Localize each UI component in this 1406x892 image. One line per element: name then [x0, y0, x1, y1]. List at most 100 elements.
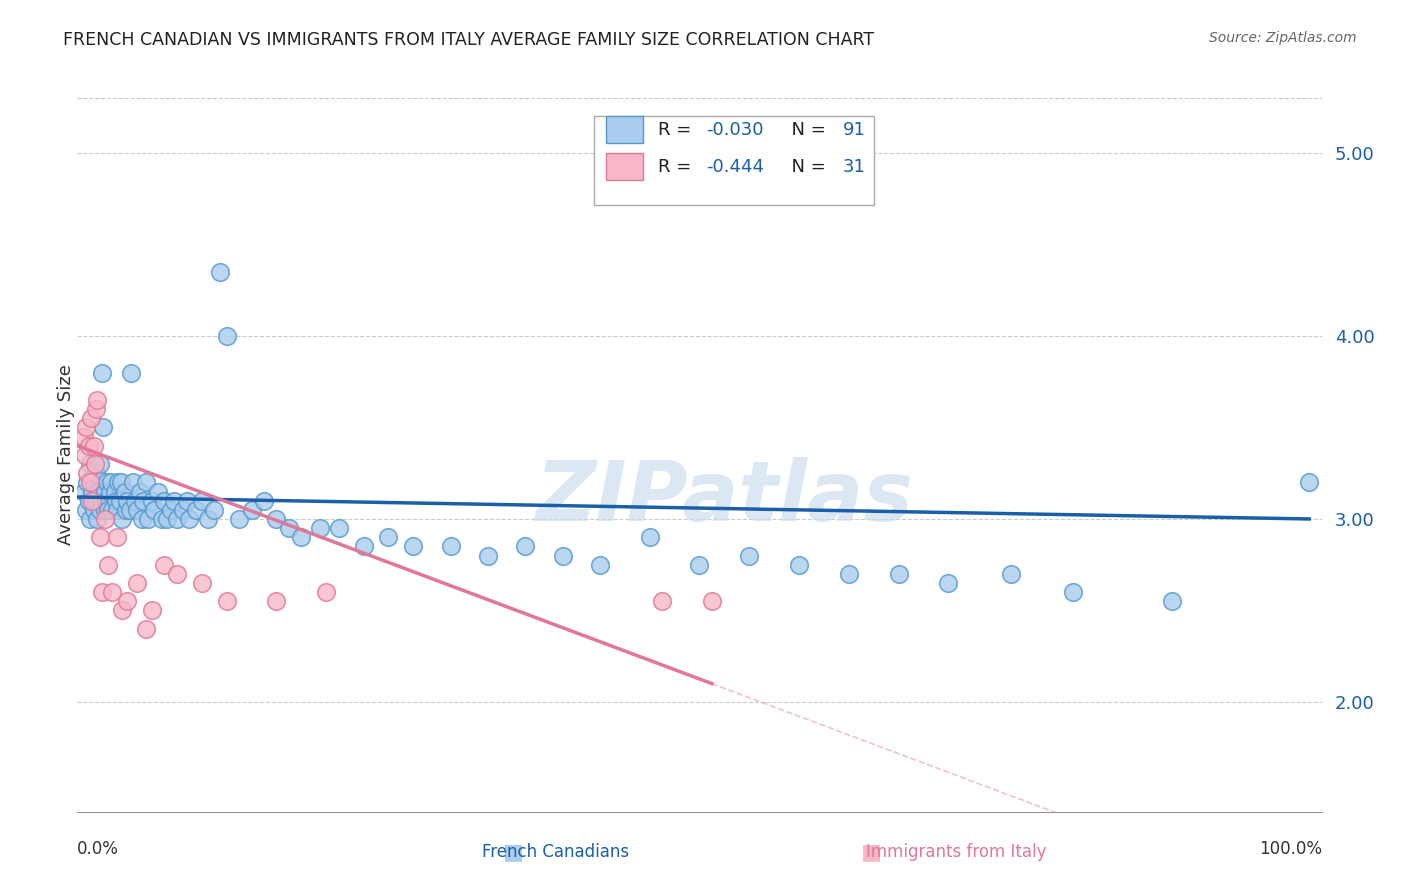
Point	[143, 503, 166, 517]
Point	[253, 493, 276, 508]
Point	[153, 558, 176, 572]
Point	[197, 512, 219, 526]
Point	[738, 549, 761, 563]
Point	[83, 503, 105, 517]
Point	[83, 439, 105, 453]
Point	[166, 512, 188, 526]
Point	[240, 503, 263, 517]
Point	[93, 484, 115, 499]
Text: Immigrants from Italy: Immigrants from Italy	[866, 843, 1046, 861]
Point	[402, 540, 425, 554]
Bar	[606, 116, 644, 143]
Point	[120, 366, 142, 380]
Point	[93, 503, 115, 517]
Point	[82, 484, 104, 499]
Point	[135, 622, 157, 636]
Point	[315, 585, 337, 599]
Text: Source: ZipAtlas.com: Source: ZipAtlas.com	[1209, 31, 1357, 45]
Point	[77, 439, 100, 453]
Point	[98, 484, 121, 499]
Point	[72, 429, 94, 443]
Point	[172, 503, 194, 517]
Point	[72, 484, 94, 499]
Point	[86, 392, 108, 407]
Point	[515, 540, 537, 554]
FancyBboxPatch shape	[593, 116, 873, 205]
Point	[135, 475, 157, 490]
Text: ■: ■	[503, 842, 523, 862]
Point	[93, 512, 115, 526]
Point	[477, 549, 499, 563]
Point	[75, 503, 97, 517]
Point	[111, 512, 134, 526]
Point	[156, 512, 179, 526]
Text: ZIPatlas: ZIPatlas	[536, 458, 914, 538]
Point	[80, 411, 103, 425]
Point	[209, 265, 232, 279]
Point	[1161, 594, 1184, 608]
Point	[215, 329, 238, 343]
Point	[91, 366, 114, 380]
Text: R =: R =	[658, 120, 697, 138]
Point	[148, 484, 170, 499]
Text: FRENCH CANADIAN VS IMMIGRANTS FROM ITALY AVERAGE FAMILY SIZE CORRELATION CHART: FRENCH CANADIAN VS IMMIGRANTS FROM ITALY…	[63, 31, 875, 49]
Point	[89, 457, 111, 471]
Point	[76, 467, 98, 481]
Point	[93, 420, 115, 434]
Point	[290, 530, 312, 544]
Point	[266, 512, 288, 526]
Point	[202, 503, 225, 517]
Point	[76, 475, 98, 490]
Point	[115, 503, 138, 517]
Point	[228, 512, 250, 526]
Point	[136, 512, 159, 526]
Point	[115, 493, 138, 508]
Point	[79, 512, 101, 526]
Point	[887, 566, 910, 581]
Text: 100.0%: 100.0%	[1258, 840, 1322, 858]
Point	[638, 530, 661, 544]
Point	[77, 493, 100, 508]
Text: 91: 91	[842, 120, 866, 138]
Point	[787, 558, 810, 572]
Point	[838, 566, 860, 581]
Point	[89, 503, 111, 517]
Point	[1000, 566, 1022, 581]
Point	[115, 594, 138, 608]
Point	[353, 540, 375, 554]
Point	[589, 558, 612, 572]
Text: ■: ■	[862, 842, 882, 862]
Point	[277, 521, 299, 535]
Point	[100, 475, 122, 490]
Point	[105, 530, 128, 544]
Point	[141, 493, 163, 508]
Point	[440, 540, 463, 554]
Point	[176, 493, 198, 508]
Point	[105, 503, 128, 517]
Point	[110, 475, 132, 490]
Point	[191, 493, 214, 508]
Point	[107, 475, 129, 490]
Point	[266, 594, 288, 608]
Point	[83, 475, 105, 490]
Point	[84, 493, 107, 508]
Point	[75, 420, 97, 434]
Point	[122, 475, 145, 490]
Point	[86, 512, 108, 526]
Point	[328, 521, 350, 535]
Point	[132, 493, 155, 508]
Point	[309, 521, 332, 535]
Point	[651, 594, 673, 608]
Point	[114, 484, 136, 499]
Point	[89, 530, 111, 544]
Text: R =: R =	[658, 158, 697, 176]
Point	[90, 493, 112, 508]
Point	[84, 402, 107, 417]
Point	[111, 603, 134, 617]
Point	[1298, 475, 1320, 490]
Text: 0.0%: 0.0%	[77, 840, 120, 858]
Point	[104, 493, 127, 508]
Point	[108, 493, 131, 508]
Point	[166, 566, 188, 581]
Point	[377, 530, 399, 544]
